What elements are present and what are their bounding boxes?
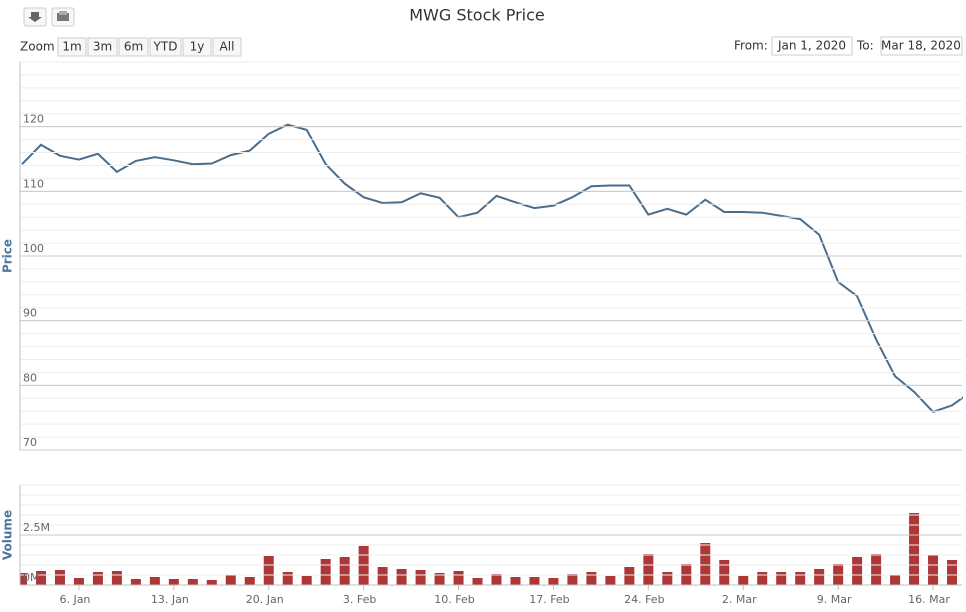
zoom-button-label: 3m <box>93 40 112 54</box>
zoom-button-label: All <box>220 40 235 54</box>
y-tick-label: 90 <box>23 307 37 320</box>
volume-bar <box>187 579 198 585</box>
volume-bar <box>225 575 236 585</box>
volume-bar <box>320 559 331 585</box>
y-tick-label: 120 <box>23 113 44 126</box>
to-input[interactable] <box>880 36 963 56</box>
volume-bar <box>168 579 179 585</box>
zoom-button[interactable] <box>118 37 149 57</box>
volume-bar <box>567 574 578 585</box>
volume-bar <box>244 577 255 585</box>
volume-bar <box>814 569 825 585</box>
x-tick-label: 16. Mar <box>908 593 950 606</box>
volume-bar <box>776 572 787 585</box>
volume-bar <box>510 577 521 585</box>
volume-bar <box>415 570 426 585</box>
x-tick-label: 20. Jan <box>246 593 284 606</box>
zoom-button[interactable] <box>212 37 242 57</box>
volume-bar <box>586 572 597 585</box>
from-value: Jan 1, 2020 <box>777 39 846 53</box>
volume-bar <box>301 576 312 585</box>
volume-bar <box>947 560 958 585</box>
y-axis-title: Price <box>1 239 15 273</box>
from-input[interactable] <box>771 36 853 56</box>
zoom-label: Zoom <box>20 40 55 54</box>
volume-bar <box>529 577 540 585</box>
volume-bar <box>643 554 654 585</box>
price-line <box>21 123 963 413</box>
x-tick-label: 2. Mar <box>722 593 757 606</box>
volume-bar <box>73 578 84 585</box>
x-tick-label: 6. Jan <box>59 593 90 606</box>
volume-bar <box>149 577 160 585</box>
export-button[interactable] <box>23 7 47 27</box>
volume-bar <box>871 554 882 585</box>
volume-bar <box>35 571 46 585</box>
zoom-button-label: 1m <box>62 40 81 54</box>
volume-bar <box>491 574 502 585</box>
volume-bar <box>20 573 27 585</box>
chart-title: MWG Stock Price <box>409 6 545 25</box>
zoom-button[interactable] <box>182 37 212 57</box>
volume-bar <box>624 567 635 585</box>
x-tick-label: 24. Feb <box>624 593 664 606</box>
y-axis-title: Volume <box>1 510 15 560</box>
to-value: Mar 18, 2020 <box>881 39 961 53</box>
volume-bar <box>548 578 559 585</box>
to-label: To: <box>856 39 874 53</box>
volume-bar <box>605 576 616 585</box>
x-tick-label: 3. Feb <box>343 593 376 606</box>
volume-bar <box>434 573 445 585</box>
x-tick-label: 17. Feb <box>529 593 569 606</box>
volume-bar <box>377 567 388 585</box>
volume-bar <box>738 576 749 585</box>
volume-bar <box>54 570 65 585</box>
volume-bar <box>130 579 141 585</box>
volume-bar <box>472 578 483 585</box>
volume-bar <box>263 556 274 585</box>
print-button[interactable] <box>51 7 75 27</box>
zoom-button-label: 1y <box>190 40 205 54</box>
volume-bar <box>206 580 217 585</box>
volume-bar <box>339 557 350 585</box>
zoom-button-label: YTD <box>153 40 178 54</box>
volume-bar <box>909 513 920 585</box>
y-tick-label: 0M <box>23 571 40 584</box>
volume-bar <box>700 543 711 585</box>
volume-bar <box>92 572 103 585</box>
from-label: From: <box>734 39 768 53</box>
volume-bar <box>757 572 768 585</box>
x-tick-label: 9. Mar <box>817 593 852 606</box>
volume-bar <box>662 572 673 585</box>
zoom-button-label: 6m <box>124 40 143 54</box>
volume-bar <box>282 572 293 585</box>
x-tick-label: 13. Jan <box>151 593 189 606</box>
zoom-button[interactable] <box>87 37 118 57</box>
volume-bar <box>111 571 122 585</box>
volume-bar <box>928 555 939 585</box>
volume-bar <box>890 575 901 585</box>
volume-bar <box>795 572 806 585</box>
y-tick-label: 80 <box>23 371 37 384</box>
zoom-button[interactable] <box>57 37 87 57</box>
volume-bar <box>852 557 863 585</box>
y-tick-label: 2.5M <box>23 521 50 534</box>
y-tick-label: 70 <box>23 436 37 449</box>
volume-bar <box>453 571 464 585</box>
y-tick-label: 100 <box>23 242 44 255</box>
volume-bar <box>719 560 730 585</box>
y-tick-label: 110 <box>23 177 44 190</box>
x-tick-label: 10. Feb <box>434 593 474 606</box>
volume-bar <box>396 569 407 585</box>
zoom-button[interactable] <box>149 37 182 57</box>
